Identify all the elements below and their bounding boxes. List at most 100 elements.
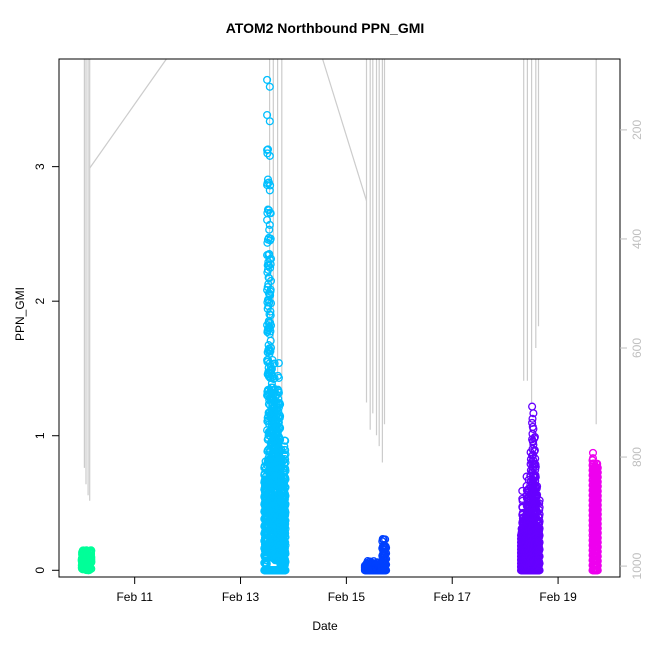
data-point bbox=[593, 491, 602, 500]
data-point bbox=[281, 538, 290, 547]
data-point bbox=[281, 566, 290, 575]
data-point bbox=[276, 435, 285, 444]
data-point bbox=[266, 327, 275, 336]
data-point bbox=[265, 225, 274, 234]
y-left-tick-label: 0 bbox=[33, 567, 47, 574]
data-point bbox=[281, 446, 290, 455]
data-point bbox=[530, 446, 539, 455]
data-point bbox=[382, 566, 391, 575]
x-tick-label: Feb 17 bbox=[434, 590, 472, 604]
data-point bbox=[382, 549, 391, 558]
data-point bbox=[529, 424, 538, 434]
data-point bbox=[593, 533, 602, 542]
data-point bbox=[265, 186, 274, 195]
y-left-tick-label: 1 bbox=[33, 432, 47, 439]
data-point bbox=[281, 450, 290, 459]
data-point bbox=[274, 388, 283, 397]
data-point bbox=[281, 541, 290, 550]
data-point bbox=[593, 459, 602, 468]
data-point bbox=[382, 560, 391, 569]
data-point bbox=[593, 468, 602, 477]
data-point bbox=[593, 566, 602, 575]
data-point bbox=[281, 519, 290, 529]
data-point bbox=[265, 220, 274, 229]
data-point bbox=[265, 117, 274, 126]
data-point bbox=[265, 82, 274, 91]
data-point bbox=[266, 263, 275, 272]
data-point bbox=[593, 487, 602, 496]
data-point bbox=[588, 448, 598, 457]
data-point bbox=[593, 552, 602, 561]
data-point bbox=[266, 209, 275, 218]
data-point bbox=[530, 432, 539, 442]
data-point bbox=[535, 499, 544, 508]
chart-title: ATOM2 Northbound PPN_GMI bbox=[225, 20, 425, 36]
data-point bbox=[281, 475, 290, 484]
data-point bbox=[86, 549, 96, 558]
data-point bbox=[274, 373, 283, 382]
data-point bbox=[593, 482, 602, 491]
data-point bbox=[265, 151, 274, 160]
data-point bbox=[593, 496, 602, 505]
data-point bbox=[528, 414, 537, 423]
data-point bbox=[280, 544, 289, 553]
data-point bbox=[535, 496, 544, 505]
data-point bbox=[266, 321, 276, 330]
y-right-tick-label: 1000 bbox=[630, 552, 644, 579]
data-point bbox=[276, 412, 285, 421]
data-point bbox=[280, 442, 289, 451]
data-point bbox=[87, 553, 96, 562]
data-point bbox=[281, 529, 290, 538]
data-point bbox=[263, 149, 272, 158]
data-point bbox=[263, 75, 272, 84]
y-right-tick-label: 800 bbox=[630, 447, 644, 467]
data-point bbox=[593, 542, 602, 552]
x-axis-label: Date bbox=[312, 619, 338, 633]
data-points-layer bbox=[77, 75, 602, 575]
data-point bbox=[531, 473, 540, 482]
data-point bbox=[281, 483, 290, 492]
data-point bbox=[593, 477, 602, 486]
data-point bbox=[266, 291, 275, 300]
x-tick-label: Feb 13 bbox=[222, 590, 260, 604]
data-point bbox=[593, 519, 602, 528]
data-point bbox=[529, 409, 538, 418]
y-right-tick-label: 200 bbox=[630, 120, 644, 140]
data-point bbox=[593, 538, 602, 547]
data-point bbox=[266, 260, 275, 269]
x-tick-label: Feb 11 bbox=[116, 590, 153, 604]
data-point bbox=[593, 510, 602, 519]
y-right-tick-label: 400 bbox=[630, 229, 644, 249]
data-point bbox=[87, 558, 96, 567]
data-point bbox=[593, 556, 602, 566]
data-point bbox=[266, 181, 275, 190]
data-point bbox=[266, 347, 275, 356]
data-point bbox=[281, 533, 290, 542]
data-point bbox=[531, 462, 540, 471]
data-point bbox=[382, 554, 391, 564]
data-point bbox=[593, 473, 602, 482]
data-point bbox=[266, 343, 276, 352]
y-axis-right: 200 400 600 800 1000 bbox=[620, 120, 644, 579]
data-point bbox=[266, 307, 275, 316]
data-point bbox=[281, 524, 290, 533]
data-point bbox=[276, 400, 285, 409]
data-point bbox=[281, 458, 290, 467]
data-point bbox=[531, 454, 540, 463]
data-point bbox=[276, 423, 285, 433]
x-axis: Feb 11 Feb 13 Feb 15 Feb 17 Feb 19 bbox=[116, 577, 577, 604]
data-point bbox=[593, 561, 602, 570]
data-point bbox=[593, 501, 602, 510]
data-point bbox=[269, 383, 278, 392]
plot-frame bbox=[58, 58, 621, 578]
y-right-tick-label: 600 bbox=[630, 338, 644, 358]
data-point bbox=[281, 499, 290, 509]
data-point bbox=[266, 254, 276, 263]
data-point bbox=[528, 402, 537, 411]
data-point bbox=[281, 516, 290, 525]
data-point bbox=[280, 451, 289, 460]
data-point bbox=[593, 463, 602, 472]
data-point bbox=[281, 557, 290, 567]
data-point bbox=[593, 528, 602, 538]
data-point bbox=[270, 359, 279, 368]
